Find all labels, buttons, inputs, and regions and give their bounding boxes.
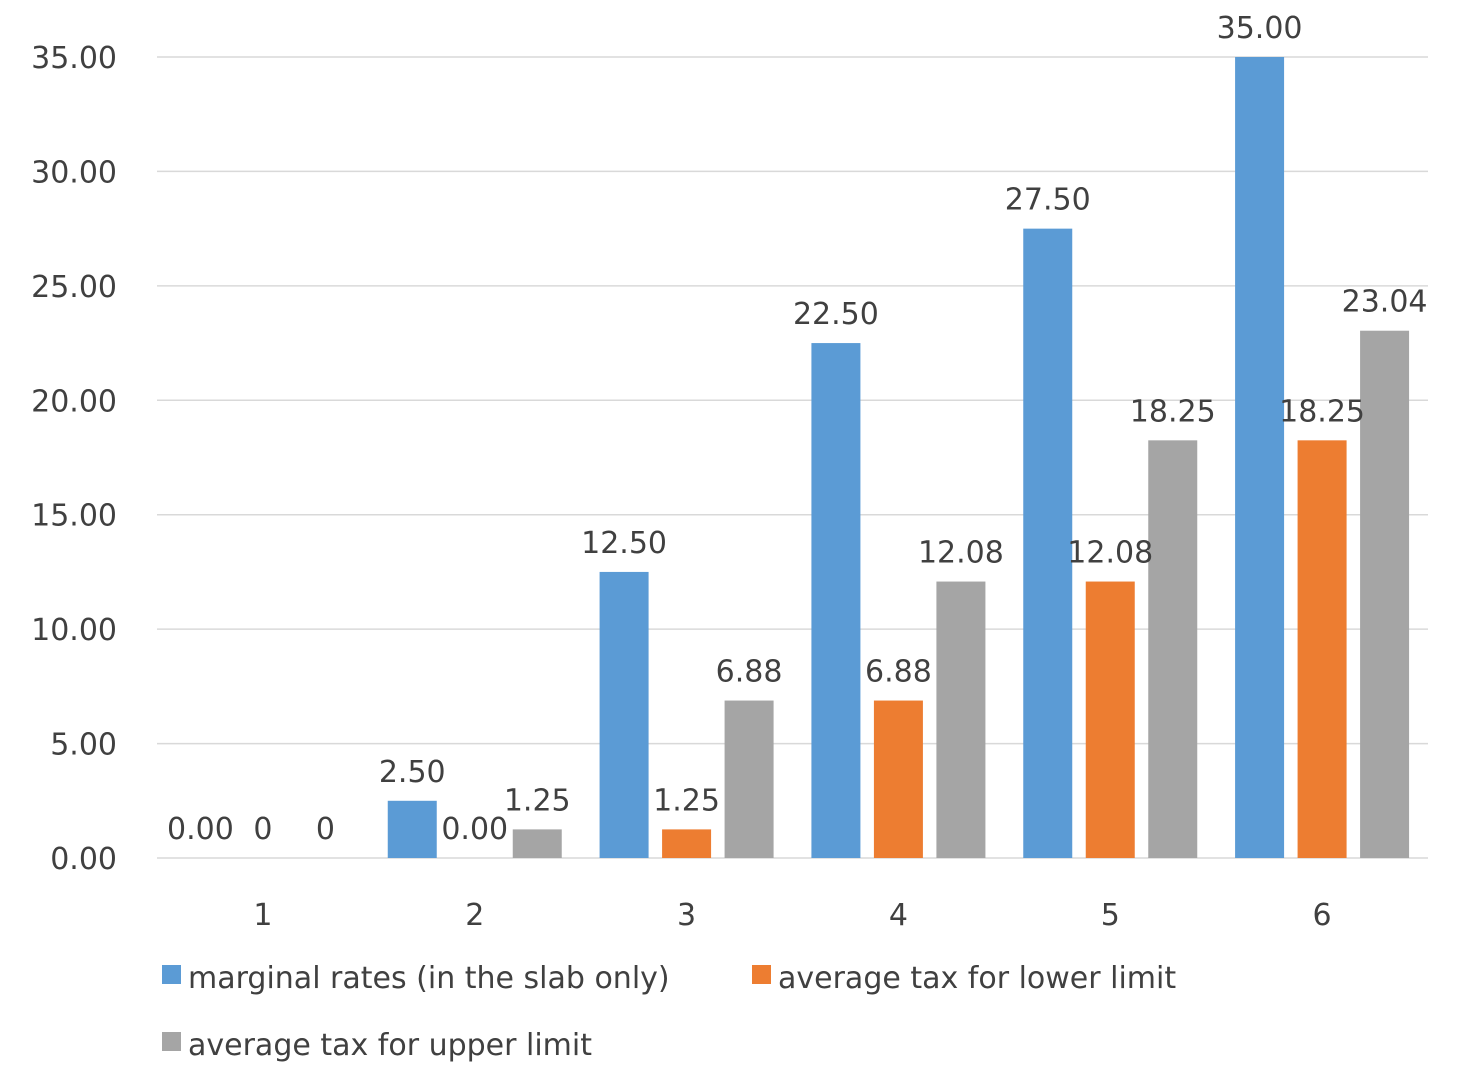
data-label: 0 [316,812,335,847]
data-label: 22.50 [793,297,879,332]
data-label: 2.50 [379,755,446,790]
x-tick-label: 4 [889,898,908,933]
y-axis-ticks: 0.00 5.00 10.00 15.00 20.00 25.00 30.00 35.00 [31,41,117,877]
data-label: 12.50 [581,526,667,561]
bar-series-1-cat-4 [811,343,861,859]
bar-series-2-cat-4 [873,700,923,858]
data-label: 6.88 [716,655,783,690]
x-tick-label: 5 [1101,898,1120,933]
bar-series-1-cat-6 [1235,57,1285,858]
y-tick-label: 15.00 [31,499,117,534]
x-tick-label: 6 [1313,898,1332,933]
x-tick-label: 2 [465,898,484,933]
bar-series-1-cat-5 [1023,228,1073,859]
legend-label: marginal rates (in the slab only) [188,961,670,996]
y-tick-label: 0.00 [50,842,117,877]
bar-series-2-cat-5 [1085,581,1135,858]
y-tick-label: 25.00 [31,270,117,305]
bar-series-1-cat-2 [387,800,437,858]
y-tick-label: 35.00 [31,41,117,76]
x-tick-label: 1 [253,898,272,933]
legend-swatch [162,1032,181,1051]
gridlines [157,56,1428,745]
y-tick-label: 5.00 [50,728,117,763]
bar-series-1-cat-3 [599,571,649,858]
data-label: 1.25 [653,783,720,818]
bar-series-2-cat-6 [1297,440,1347,858]
data-label: 0.00 [441,812,508,847]
y-tick-label: 10.00 [31,613,117,648]
legend-swatch [752,965,771,984]
bar-series-2-cat-3 [662,829,712,858]
data-labels: 0.00 0 02.500.001.2512.501.256.8822.506.88… [167,11,1428,847]
bar-series-3-cat-4 [936,581,986,858]
legend-swatch [162,965,181,984]
data-label: 35.00 [1217,11,1303,46]
legend-label: average tax for lower limit [778,961,1176,996]
legend: marginal rates (in the slab only) average… [162,961,1176,1063]
bar-series-3-cat-6 [1360,330,1410,858]
data-label: 6.88 [865,655,932,690]
x-tick-label: 3 [677,898,696,933]
y-tick-label: 20.00 [31,384,117,419]
x-axis-ticks: 1 2 3 4 5 6 [253,898,1331,933]
data-label: 0 [253,812,272,847]
data-label: 27.50 [1005,183,1091,218]
data-label: 18.25 [1130,394,1216,429]
bar-series-3-cat-5 [1148,440,1198,858]
data-label: 0.00 [167,812,234,847]
data-label: 12.08 [1067,536,1153,571]
data-label: 12.08 [918,536,1004,571]
data-label: 1.25 [504,783,571,818]
data-label: 18.25 [1279,394,1365,429]
bars [387,57,1410,859]
data-label: 23.04 [1342,285,1428,320]
legend-label: average tax for upper limit [188,1028,592,1063]
bar-series-3-cat-3 [724,700,774,858]
bar-series-3-cat-2 [512,829,562,858]
y-tick-label: 30.00 [31,155,117,190]
